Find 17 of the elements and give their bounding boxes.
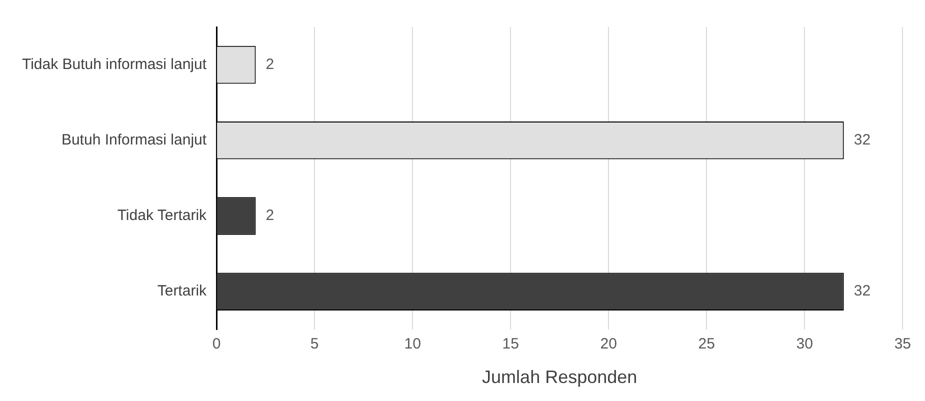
x-tick-label: 10 bbox=[404, 336, 421, 353]
x-tick-label: 35 bbox=[894, 336, 911, 353]
y-tick-label: Tidak Tertarik bbox=[117, 207, 208, 224]
x-tick-label: 0 bbox=[212, 336, 221, 353]
x-tick-label: 5 bbox=[310, 336, 319, 353]
y-tick-label: Butuh Informasi lanjut bbox=[61, 132, 208, 149]
x-axis-title: Jumlah Responden bbox=[482, 367, 638, 388]
y-tick-label: Tidak Butuh informasi lanjut bbox=[22, 56, 208, 73]
data-label: 32 bbox=[854, 282, 871, 300]
data-label: 2 bbox=[266, 207, 274, 224]
x-tick-label: 25 bbox=[698, 336, 715, 353]
data-label: 2 bbox=[266, 56, 274, 73]
x-tick-label: 20 bbox=[600, 336, 617, 353]
x-tick-label: 30 bbox=[796, 336, 813, 353]
data-label: 32 bbox=[854, 132, 871, 149]
y-tick-label: Tertarik bbox=[157, 282, 208, 300]
x-tick-label: 15 bbox=[502, 336, 519, 353]
